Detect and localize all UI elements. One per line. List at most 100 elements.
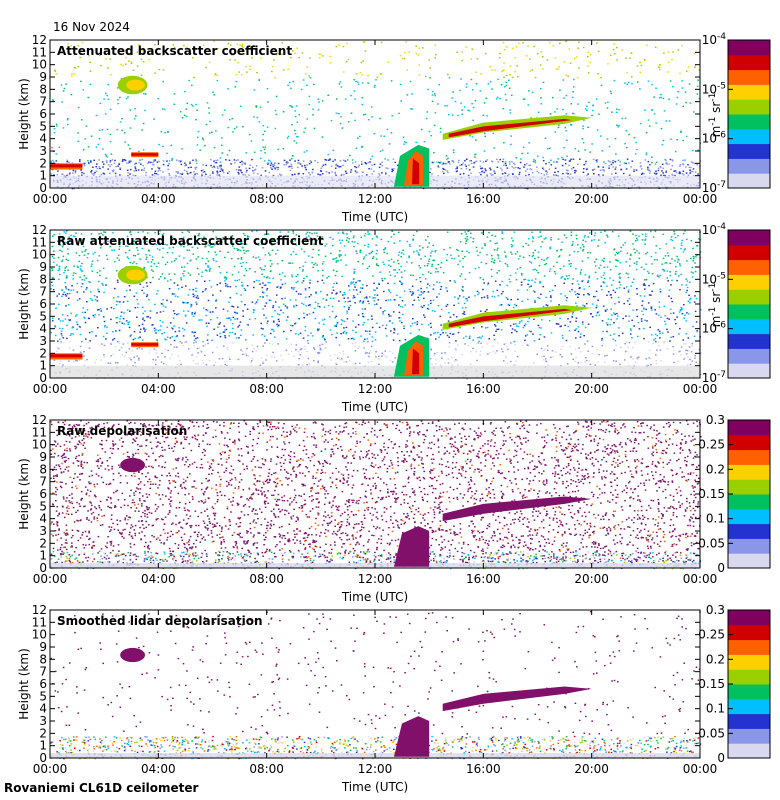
y-tick-label: 12 bbox=[32, 603, 47, 617]
colorbar-segment bbox=[728, 649, 770, 653]
colorbar-segment bbox=[728, 738, 770, 742]
y-tick-label: 4 bbox=[39, 702, 47, 716]
colorbar-segment bbox=[728, 141, 770, 145]
colorbar-segment bbox=[728, 560, 770, 564]
colorbar-segment bbox=[728, 688, 770, 692]
colorbar-segment bbox=[728, 180, 770, 184]
colorbar-segment bbox=[728, 661, 770, 665]
colorbar-segment bbox=[728, 733, 770, 737]
colorbar-segment bbox=[728, 617, 770, 621]
x-tick-label: 00:00 bbox=[683, 192, 718, 206]
colorbar-segment bbox=[728, 345, 770, 349]
y-tick-label: 0 bbox=[39, 181, 47, 195]
colorbar-segment bbox=[728, 165, 770, 169]
colorbar-segment bbox=[728, 274, 770, 278]
colorbar-segment bbox=[728, 160, 770, 164]
colorbar-segment bbox=[728, 518, 770, 522]
colorbar-segment bbox=[728, 321, 770, 325]
near-ground-band bbox=[50, 365, 700, 378]
x-tick-label: 04:00 bbox=[141, 382, 176, 396]
colorbar-segment bbox=[728, 52, 770, 56]
colorbar-segment bbox=[728, 637, 770, 641]
colorbar-segment bbox=[728, 563, 770, 567]
colorbar-segment bbox=[728, 476, 770, 480]
cloud-feature bbox=[120, 647, 146, 663]
colorbar-segment bbox=[728, 237, 770, 241]
colorbar-segment bbox=[728, 740, 770, 744]
colorbar-segment bbox=[728, 104, 770, 108]
colorbar-segment bbox=[728, 72, 770, 76]
colorbar-segment bbox=[728, 424, 770, 428]
colorbar-segment bbox=[728, 91, 770, 95]
colorbar-segment bbox=[728, 316, 770, 320]
colorbar-segment bbox=[728, 696, 770, 700]
colorbar-segment bbox=[728, 301, 770, 305]
colorbar-segment bbox=[728, 79, 770, 83]
x-tick-label: 16:00 bbox=[466, 762, 501, 776]
cloud-feature bbox=[442, 496, 592, 522]
colorbar-segment bbox=[728, 74, 770, 78]
colorbar-segment bbox=[728, 370, 770, 374]
y-tick-label: 7 bbox=[39, 285, 47, 299]
y-tick-label: 8 bbox=[39, 82, 47, 96]
colorbar-segment bbox=[728, 254, 770, 258]
colorbar-frame bbox=[727, 229, 771, 379]
colorbar-segment bbox=[728, 728, 770, 732]
x-axis-label: Time (UTC) bbox=[341, 780, 408, 794]
colorbar-segment bbox=[728, 170, 770, 174]
colorbar-segment bbox=[728, 94, 770, 98]
y-tick-label: 2 bbox=[39, 536, 47, 550]
y-tick-label: 0 bbox=[39, 751, 47, 765]
colorbar-segment bbox=[728, 40, 770, 43]
colorbar-segment bbox=[728, 753, 770, 757]
colorbar-segment bbox=[728, 146, 770, 150]
y-tick-label: 6 bbox=[39, 107, 47, 121]
colorbar-segment bbox=[728, 178, 770, 182]
colorbar-tick-label: 0.1 bbox=[706, 512, 725, 526]
colorbar-segment bbox=[728, 271, 770, 275]
colorbar-segment bbox=[728, 513, 770, 517]
colorbar-segment bbox=[728, 252, 770, 256]
colorbar-segment bbox=[728, 654, 770, 658]
colorbar-segment bbox=[728, 434, 770, 438]
colorbar-segment bbox=[728, 674, 770, 678]
colorbar-segment bbox=[728, 358, 770, 362]
colorbar-segment bbox=[728, 535, 770, 539]
colorbar-segment bbox=[728, 47, 770, 51]
colorbar-segment bbox=[728, 516, 770, 520]
colorbar-segment bbox=[728, 735, 770, 739]
colorbar-segment bbox=[728, 267, 770, 270]
x-tick-label: 00:00 bbox=[683, 762, 718, 776]
colorbar-segment bbox=[728, 294, 770, 298]
colorbar-segment bbox=[728, 725, 770, 729]
colorbar-segment bbox=[728, 42, 770, 46]
y-tick-label: 8 bbox=[39, 652, 47, 666]
y-tick-label: 1 bbox=[39, 549, 47, 563]
colorbar-segment bbox=[728, 331, 770, 335]
colorbar-segment bbox=[728, 313, 770, 317]
y-tick-label: 10 bbox=[32, 248, 47, 262]
colorbar-segment bbox=[728, 612, 770, 616]
colorbar-segment bbox=[728, 523, 770, 527]
colorbar-segment bbox=[728, 565, 770, 569]
y-tick-label: 6 bbox=[39, 297, 47, 311]
colorbar-segment bbox=[728, 550, 770, 554]
cloud-feature bbox=[131, 152, 159, 158]
colorbar-segment bbox=[728, 698, 770, 702]
colorbar-segment bbox=[728, 138, 770, 142]
colorbar: 0 0.05 0.1 0.15 0.2 0.25 0.3 bbox=[698, 603, 771, 765]
colorbar-segment bbox=[728, 614, 770, 618]
colorbar-segment bbox=[728, 365, 770, 369]
colorbar-segment bbox=[728, 437, 770, 441]
colorbar-segment bbox=[728, 639, 770, 643]
colorbar-segment bbox=[728, 326, 770, 330]
colorbar-segment bbox=[728, 528, 770, 532]
colorbar-segment bbox=[728, 168, 770, 172]
colorbar-segment bbox=[728, 131, 770, 135]
x-tick-label: 04:00 bbox=[141, 762, 176, 776]
y-axis-label: Height (km) bbox=[17, 458, 31, 529]
colorbar-segment bbox=[728, 471, 770, 475]
colorbar-segment bbox=[728, 291, 770, 295]
